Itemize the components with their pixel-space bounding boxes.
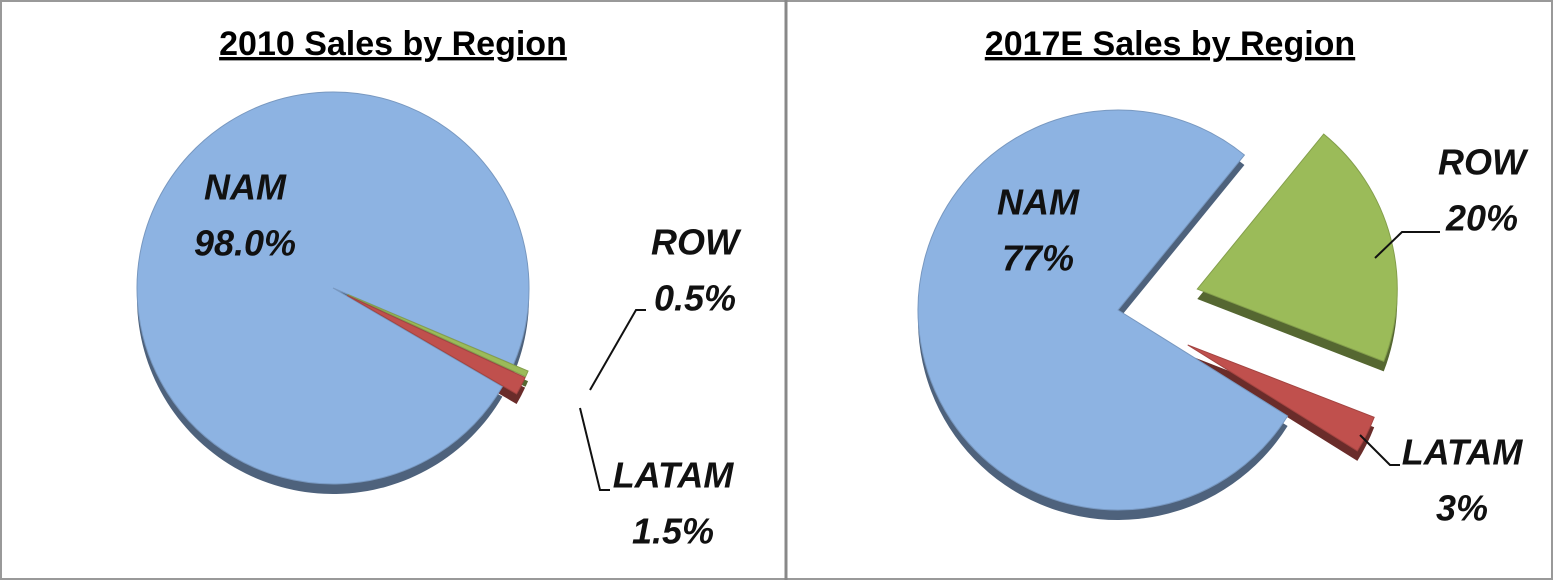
leader-line <box>1374 231 1440 259</box>
slice-name: NAM <box>204 167 287 208</box>
slice-name: NAM <box>997 182 1080 223</box>
slice-name: ROW <box>651 222 742 263</box>
slice-value: 77% <box>1002 238 1074 279</box>
pie-slice <box>346 294 526 395</box>
slice-name: LATAM <box>1402 432 1524 473</box>
slice-value: 98.0% <box>194 223 296 264</box>
slice-value: 3% <box>1436 488 1488 529</box>
pie-slice <box>347 294 529 378</box>
chart-title: 2017E Sales by Region <box>985 25 1355 63</box>
leader-line <box>579 407 610 491</box>
chart-title: 2010 Sales by Region <box>219 25 567 63</box>
slice-name: ROW <box>1438 142 1529 183</box>
leaders <box>579 231 1440 491</box>
slice-side <box>1187 354 1375 461</box>
leader-line <box>589 309 646 391</box>
pie-slice <box>136 91 530 485</box>
pie-slice <box>1196 133 1398 363</box>
leader-line <box>1359 434 1400 466</box>
slice-value: 0.5% <box>654 278 736 319</box>
slice-value: 1.5% <box>632 511 714 552</box>
slice-name: LATAM <box>613 455 735 496</box>
slice-value: 20% <box>1445 198 1518 239</box>
pie-slice <box>1187 344 1375 452</box>
pie-slice <box>917 109 1289 511</box>
